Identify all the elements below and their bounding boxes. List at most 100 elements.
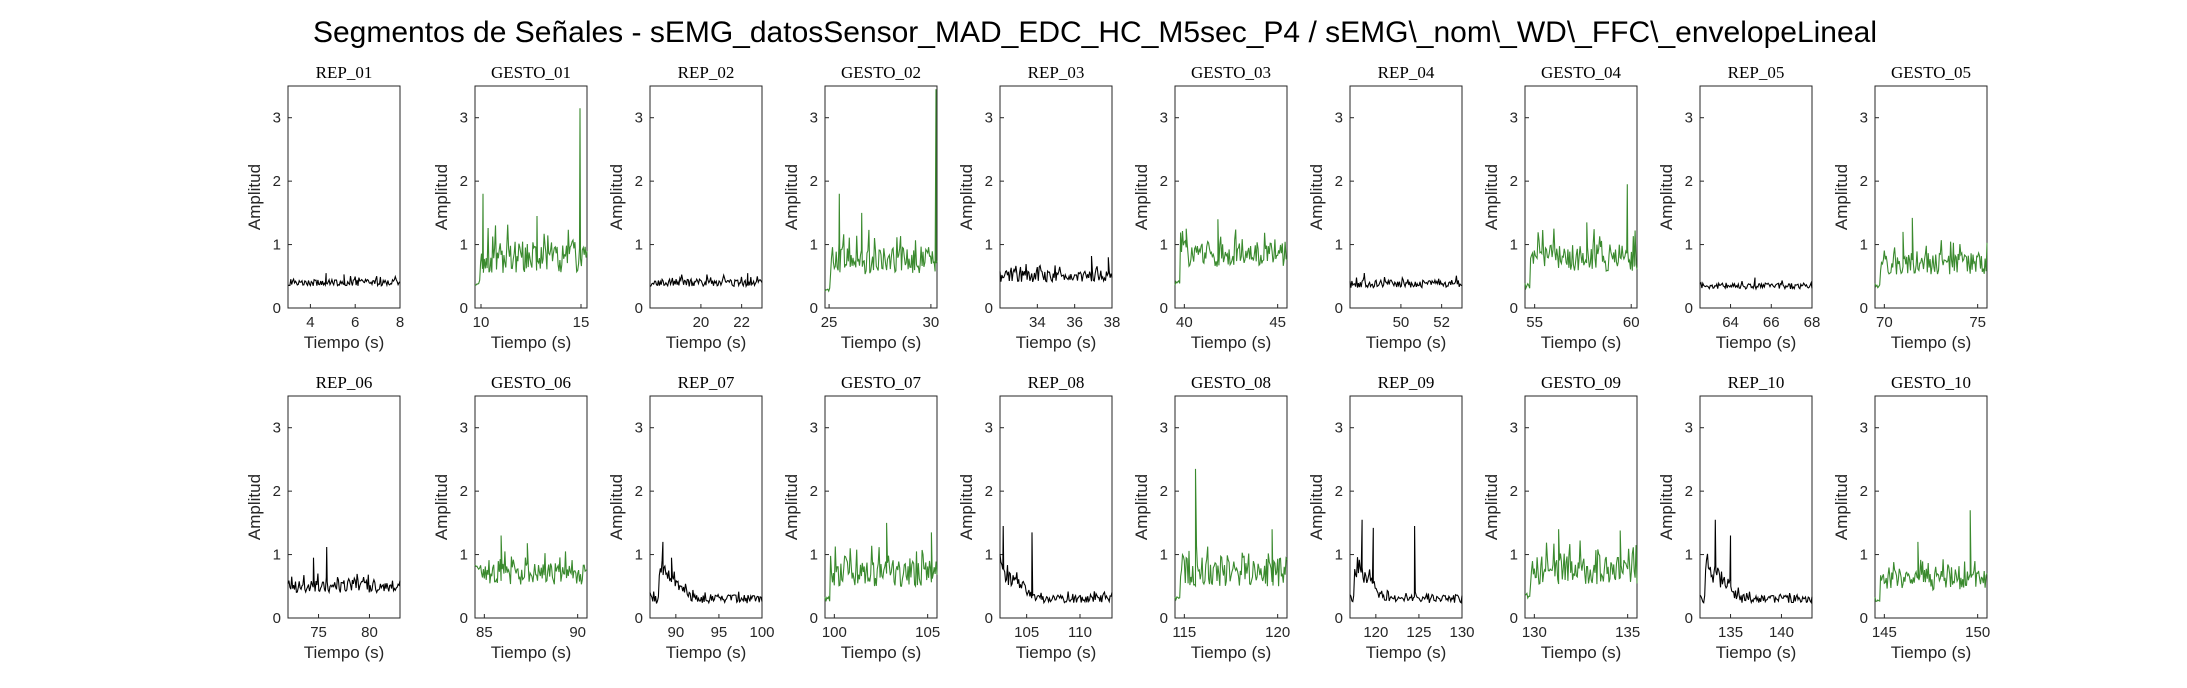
x-tick-label: 70 xyxy=(1876,314,1893,331)
subplot-gesto-07: GESTO_07 0 1 2 3 100 105 Tiempo (s) Amplitud xyxy=(782,373,940,662)
subplot-title: REP_01 xyxy=(316,63,373,82)
x-tick-label: 6 xyxy=(351,314,359,331)
x-tick-label: 140 xyxy=(1769,624,1794,641)
subplot-title: GESTO_02 xyxy=(841,63,921,82)
y-axis-label: Amplitud xyxy=(1307,164,1326,230)
subplot-title: REP_04 xyxy=(1378,63,1435,82)
x-axis-label: Tiempo (s) xyxy=(1016,643,1097,662)
axes-box xyxy=(824,85,938,309)
x-axis-label: Tiempo (s) xyxy=(1541,643,1622,662)
y-tick-label: 3 xyxy=(1335,110,1343,127)
y-axis-label: Amplitud xyxy=(245,474,264,540)
axes-box xyxy=(999,395,1113,619)
axes-box xyxy=(1174,85,1288,309)
x-tick-label: 55 xyxy=(1526,314,1543,331)
x-tick-label: 25 xyxy=(821,314,838,331)
subplot-title: GESTO_05 xyxy=(1891,63,1971,82)
y-tick-label: 3 xyxy=(460,420,468,437)
x-tick-label: 75 xyxy=(1969,314,1986,331)
y-tick-label: 1 xyxy=(273,237,281,254)
y-tick-label: 0 xyxy=(1860,300,1868,317)
axes-box xyxy=(474,85,588,309)
subplot-title: REP_06 xyxy=(316,373,373,392)
x-tick-label: 105 xyxy=(915,624,940,641)
y-axis-label: Amplitud xyxy=(607,164,626,230)
y-tick-label: 3 xyxy=(1510,110,1518,127)
x-axis-label: Tiempo (s) xyxy=(1716,643,1797,662)
y-tick-label: 2 xyxy=(985,483,993,500)
y-tick-label: 2 xyxy=(985,173,993,190)
signal-line xyxy=(824,89,938,293)
y-tick-label: 0 xyxy=(810,300,818,317)
y-tick-label: 0 xyxy=(635,610,643,627)
axes-box xyxy=(1699,395,1813,619)
axes-box xyxy=(1174,395,1288,619)
signal-line xyxy=(1874,217,1988,289)
y-tick-label: 2 xyxy=(1860,483,1868,500)
x-tick-label: 105 xyxy=(1014,624,1039,641)
subplot-title: REP_02 xyxy=(678,63,735,82)
signal-line xyxy=(1524,529,1638,600)
signal-line xyxy=(1699,277,1813,291)
x-tick-label: 38 xyxy=(1104,314,1121,331)
subplot-rep-01: REP_01 0 1 2 3 4 6 8 Tiempo (s) Amplitud xyxy=(245,63,404,352)
y-axis-label: Amplitud xyxy=(245,164,264,230)
y-tick-label: 2 xyxy=(460,173,468,190)
x-tick-label: 75 xyxy=(310,624,327,641)
y-axis-label: Amplitud xyxy=(1832,474,1851,540)
y-tick-label: 0 xyxy=(985,300,993,317)
y-tick-label: 1 xyxy=(1510,547,1518,564)
y-tick-label: 3 xyxy=(985,420,993,437)
y-tick-label: 0 xyxy=(1335,610,1343,627)
signal-line xyxy=(1524,184,1638,291)
x-tick-label: 85 xyxy=(476,624,493,641)
x-tick-label: 40 xyxy=(1176,314,1193,331)
y-axis-label: Amplitud xyxy=(607,474,626,540)
signal-line xyxy=(287,546,401,595)
y-tick-label: 2 xyxy=(460,483,468,500)
subplot-title: GESTO_06 xyxy=(491,373,571,392)
y-tick-label: 2 xyxy=(635,483,643,500)
y-axis-label: Amplitud xyxy=(957,164,976,230)
y-tick-label: 3 xyxy=(1160,110,1168,127)
subplot-gesto-06: GESTO_06 0 1 2 3 85 90 Tiempo (s) Amplitud xyxy=(432,373,588,662)
x-axis-label: Tiempo (s) xyxy=(666,643,747,662)
y-tick-label: 2 xyxy=(1160,173,1168,190)
y-tick-label: 3 xyxy=(1860,420,1868,437)
x-axis-label: Tiempo (s) xyxy=(1891,643,1972,662)
signal-line xyxy=(1699,519,1813,605)
y-tick-label: 2 xyxy=(1160,483,1168,500)
y-tick-label: 3 xyxy=(1685,110,1693,127)
y-tick-label: 1 xyxy=(635,547,643,564)
y-tick-label: 0 xyxy=(810,610,818,627)
subplot-title: REP_05 xyxy=(1728,63,1785,82)
signal-line xyxy=(1349,519,1463,604)
y-tick-label: 1 xyxy=(810,547,818,564)
y-tick-label: 3 xyxy=(460,110,468,127)
x-tick-label: 150 xyxy=(1965,624,1990,641)
axes-box xyxy=(474,395,588,619)
y-tick-label: 0 xyxy=(1335,300,1343,317)
x-tick-label: 100 xyxy=(749,624,774,641)
y-tick-label: 0 xyxy=(985,610,993,627)
y-tick-label: 2 xyxy=(1335,483,1343,500)
y-tick-label: 2 xyxy=(273,173,281,190)
y-tick-label: 2 xyxy=(1685,483,1693,500)
signal-line xyxy=(1174,219,1288,286)
x-tick-label: 45 xyxy=(1269,314,1286,331)
y-tick-label: 1 xyxy=(1685,237,1693,254)
x-tick-label: 34 xyxy=(1029,314,1046,331)
subplot-title: REP_07 xyxy=(678,373,735,392)
x-tick-label: 15 xyxy=(573,314,590,331)
y-tick-label: 0 xyxy=(1685,300,1693,317)
x-axis-label: Tiempo (s) xyxy=(491,643,572,662)
y-tick-label: 1 xyxy=(460,547,468,564)
y-axis-label: Amplitud xyxy=(1482,474,1501,540)
subplot-title: GESTO_03 xyxy=(1191,63,1271,82)
signal-line xyxy=(288,273,401,288)
x-tick-label: 115 xyxy=(1172,624,1196,641)
y-tick-label: 1 xyxy=(985,237,993,254)
x-tick-label: 135 xyxy=(1615,624,1640,641)
y-tick-label: 0 xyxy=(1160,300,1168,317)
subplot-title: GESTO_04 xyxy=(1541,63,1621,82)
